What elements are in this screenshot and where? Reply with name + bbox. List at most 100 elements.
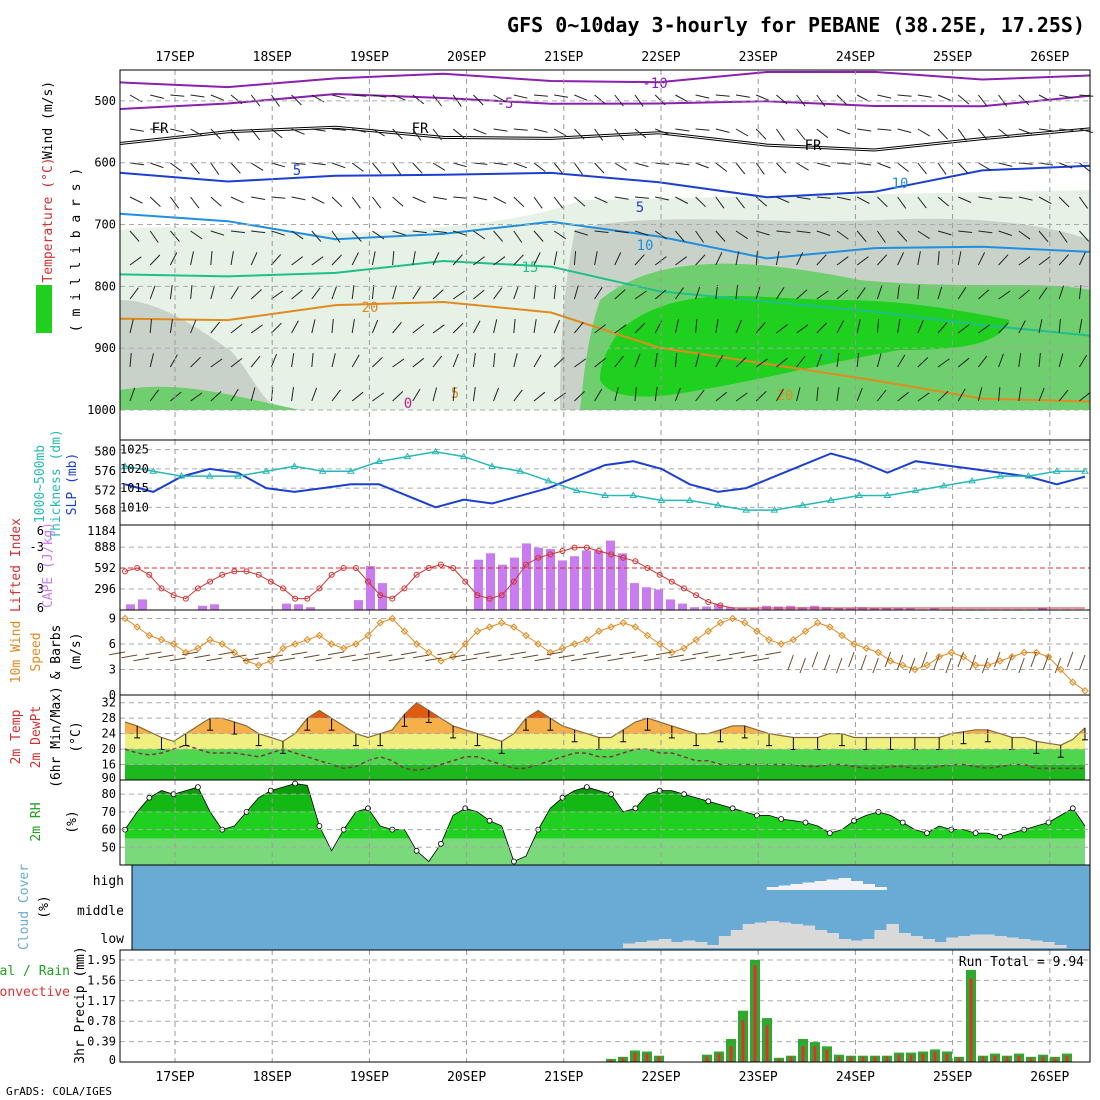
wind-barb — [513, 162, 528, 169]
rh-marker — [705, 798, 712, 805]
low-cloud-bar — [970, 934, 983, 948]
cape-bar — [750, 607, 759, 610]
cape-bar — [822, 607, 831, 610]
wind-barb — [897, 128, 912, 133]
high-cloud-bar — [850, 881, 863, 890]
low-cloud-bar — [922, 939, 935, 948]
wind-barb — [412, 162, 423, 174]
wind-barb — [250, 387, 256, 402]
rh-marker — [292, 780, 299, 787]
cape-bar — [702, 606, 711, 610]
wind-speed-marker — [680, 644, 688, 652]
wind-barb — [250, 355, 261, 368]
lifted-index-marker — [207, 578, 214, 585]
high-cloud-bar — [802, 882, 816, 890]
wind-barb — [230, 388, 239, 402]
thickness-marker — [629, 491, 638, 499]
wind-barb — [675, 128, 690, 132]
wind-speed-marker — [1044, 653, 1053, 661]
rh-marker — [486, 817, 493, 824]
wind-barb — [756, 230, 770, 236]
wind-speed-marker — [959, 653, 968, 661]
precip-convective-bar — [1017, 1055, 1021, 1062]
surface-wind-barb — [884, 651, 892, 668]
surface-wind-barb — [522, 654, 539, 659]
y-tick-label: 80 — [102, 787, 116, 801]
wind-barb — [169, 252, 178, 266]
slp-thickness-panel: 580 576 572 568 1025 1020 1015 1010 1000~500mb Th… — [33, 429, 1091, 539]
wind-barb — [392, 321, 402, 334]
wind-barb — [271, 290, 284, 300]
temperature-band — [125, 733, 1085, 750]
cape-bar — [630, 583, 639, 610]
thickness-marker — [1024, 472, 1033, 479]
surface-wind-barb — [449, 654, 466, 659]
surface-wind-barb — [656, 651, 672, 656]
wind-barb — [210, 285, 215, 300]
wind-barb — [150, 94, 164, 99]
wind-barb — [856, 319, 861, 334]
cape-bar — [858, 607, 867, 610]
wind-barb — [776, 94, 788, 105]
surface-wind-barb — [279, 657, 296, 662]
wind-barb — [998, 322, 1009, 334]
contour-label: 5 — [451, 386, 459, 402]
top-date-label: 19SEP — [350, 50, 389, 65]
surface-wind-barb — [473, 651, 490, 656]
cape-bar — [198, 605, 207, 611]
wind-barb — [453, 162, 467, 168]
rh-mid-region-left — [120, 386, 300, 410]
y-tick-label: 568 — [94, 503, 116, 517]
wind-barb — [877, 254, 888, 266]
precip-convective-bar — [789, 1056, 793, 1062]
upper-air-panel: -10 -5 FR FR FR 5 5 10 10 15 15 20 20 0 5 500 600 700 800 9… — [36, 69, 1094, 441]
wind-barb — [250, 128, 261, 141]
wind-barb — [775, 388, 784, 402]
wind-barb — [392, 358, 405, 368]
wind-speed-marker — [1020, 648, 1028, 657]
lifted-index-marker — [352, 565, 359, 571]
wind-barb — [816, 290, 829, 300]
wind-barb — [574, 128, 585, 140]
wind-barb — [291, 230, 304, 240]
wind-speed-marker — [182, 648, 190, 657]
wind-barb — [978, 230, 993, 234]
cape-bar — [558, 560, 567, 610]
wind-barb — [816, 254, 827, 266]
wind-barb — [149, 319, 152, 334]
surface-wind-barb — [994, 651, 1001, 668]
contour-label: 20 — [362, 300, 379, 316]
thickness-marker — [1081, 467, 1089, 474]
y-tick-label: 20 — [102, 742, 116, 756]
wind-barb — [149, 285, 156, 300]
wind-barb — [594, 230, 609, 233]
wind-barb — [311, 319, 316, 334]
wind-barb — [473, 230, 486, 240]
wind-speed-marker — [534, 640, 542, 648]
wind-barb — [937, 390, 949, 402]
bottom-date-label: 24SEP — [836, 1070, 875, 1085]
wind-barb — [574, 391, 585, 402]
precip-convective-bar — [705, 1056, 709, 1062]
wind-speed-marker — [886, 657, 895, 665]
wind-barb — [857, 128, 872, 132]
wind-barb — [149, 230, 159, 243]
wind-barb — [957, 94, 970, 105]
wind-barb — [1018, 128, 1033, 135]
wind-barb — [917, 196, 927, 209]
wind-barb — [432, 230, 447, 234]
wind-barb — [634, 196, 649, 199]
y-tick-label: 70 — [102, 805, 116, 819]
low-cloud-bar — [778, 922, 792, 948]
temperature-axis-label: Temperature (°C) — [41, 157, 56, 282]
wind-barb — [230, 251, 234, 266]
temp-axis-label: 2m Temp — [9, 709, 24, 764]
wind-barb — [715, 128, 730, 133]
wind-barb — [675, 162, 690, 166]
contour-label: 15 — [522, 260, 539, 276]
wind-barb — [1038, 196, 1052, 205]
thickness-marker — [657, 496, 666, 503]
lifted-index-marker — [413, 571, 420, 578]
wind-barb — [230, 94, 243, 105]
low-cloud-bar — [1042, 942, 1055, 948]
